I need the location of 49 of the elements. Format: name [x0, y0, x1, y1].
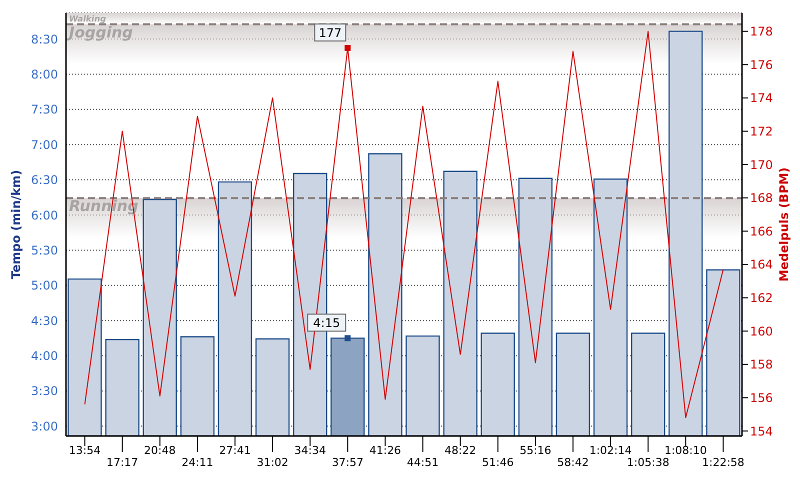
- x-tick-label: 51:46: [482, 456, 514, 469]
- y-tick-label: 6:30: [31, 173, 58, 188]
- x-tick-label: 27:41: [219, 444, 251, 457]
- y-tick-label: 5:30: [31, 243, 58, 258]
- x-tick-label: 55:16: [520, 444, 552, 457]
- x-tick-label: 41:26: [369, 444, 402, 457]
- y-tick-label: 7:30: [31, 102, 58, 117]
- x-tick-label: 20:48: [144, 444, 176, 457]
- y-tick-label: 3:30: [31, 384, 58, 398]
- x-tick-label: 1:05:38: [626, 456, 670, 469]
- y2-axis-title: Medelpuls (BPM): [777, 167, 791, 282]
- y-tick-label: 5:00: [31, 278, 58, 293]
- data-label: 177: [318, 26, 342, 40]
- y2-tick-label: 156: [750, 390, 773, 405]
- x-tick-label: 1:08:10: [664, 444, 707, 457]
- x-tick-label: 1:22:58: [702, 456, 744, 469]
- y-tick-label: 4:00: [31, 349, 58, 364]
- y-tick-label: 8:00: [31, 67, 58, 82]
- y2-tick-label: 164: [750, 258, 773, 272]
- x-tick-label: 13:54: [68, 444, 101, 457]
- x-tick-label: 34:34: [294, 444, 326, 457]
- y2-tick-label: 160: [750, 324, 773, 338]
- y2-tick-label: 174: [750, 91, 773, 106]
- x-tick-label: 37:57: [332, 456, 364, 469]
- band-label: Walking: [69, 13, 106, 24]
- x-tick-label: 31:02: [256, 456, 288, 469]
- x-tick-label: 44:51: [406, 456, 439, 469]
- y-tick-label: 6:00: [31, 208, 58, 222]
- y-axis-title: Tempo (min/km): [9, 170, 23, 280]
- band-label: Jogging: [66, 23, 134, 42]
- y-tick-label: 3:00: [31, 419, 58, 434]
- y2-tick-label: 154: [750, 424, 773, 438]
- x-tick-label: 17:17: [106, 456, 138, 469]
- y2-tick-label: 176: [750, 58, 773, 72]
- y2-tick-label: 166: [750, 224, 773, 238]
- x-tick-label: 48:22: [444, 444, 476, 457]
- x-tick-label: 58:42: [557, 456, 589, 469]
- x-tick-label: 1:02:14: [589, 444, 632, 457]
- y2-tick-label: 158: [750, 358, 773, 372]
- x-tick-label: 24:11: [182, 456, 214, 469]
- y2-tick-label: 178: [750, 24, 773, 39]
- y-tick-label: 7:00: [31, 138, 58, 152]
- y2-tick-label: 170: [750, 158, 773, 172]
- y2-tick-label: 162: [750, 291, 773, 306]
- data-label: 4:15: [313, 316, 340, 330]
- y-tick-label: 8:30: [31, 32, 58, 46]
- y2-tick-label: 172: [750, 124, 773, 138]
- y-tick-label: 4:30: [31, 314, 58, 328]
- y2-tick-label: 168: [750, 191, 773, 206]
